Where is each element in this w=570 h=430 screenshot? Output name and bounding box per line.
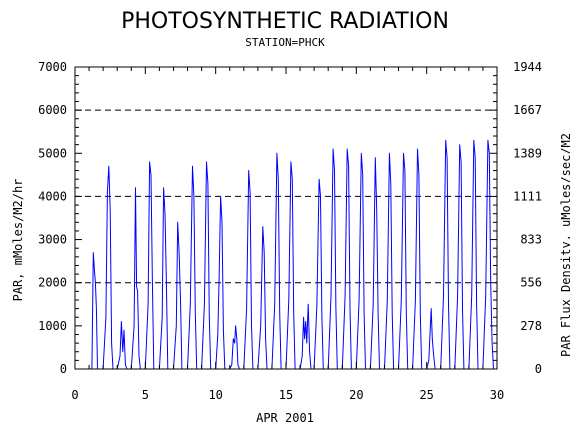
x-tick-label: 20	[349, 388, 363, 402]
y-tick-label: 6000	[38, 103, 67, 117]
y-tick-label-right: 278	[520, 319, 542, 333]
x-tick-label: 5	[142, 388, 149, 402]
y-tick-label: 0	[60, 362, 67, 376]
y-tick-label-right: 556	[520, 276, 542, 290]
chart-subtitle: STATION=PHCK	[245, 36, 325, 49]
x-axis-label: APR 2001	[256, 411, 314, 425]
y-tick-label: 1000	[38, 319, 67, 333]
x-tick-label: 30	[490, 388, 504, 402]
y-tick-label: 2000	[38, 276, 67, 290]
x-tick-label: 15	[279, 388, 293, 402]
series-layer	[89, 139, 494, 370]
y-tick-label-right: 1667	[513, 103, 542, 117]
y-tick-label-right: 1111	[513, 189, 542, 203]
y-tick-label-right: 833	[520, 233, 542, 247]
y-tick-label: 7000	[38, 60, 67, 74]
y-tick-label: 3000	[38, 233, 67, 247]
tick-layer: 0 5 10 15 20 25 30 0 1000 2000 3000 4000 5000 6000 700…	[38, 60, 542, 402]
x-tick-label: 25	[419, 388, 433, 402]
x-tick-label: 0	[71, 388, 78, 402]
chart-title: PHOTOSYNTHETIC RADIATION	[121, 9, 449, 34]
y-tick-label: 4000	[38, 189, 67, 203]
grid-layer	[75, 109, 497, 284]
y-tick-label-right: 1944	[513, 60, 542, 74]
x-tick-label: 10	[208, 388, 222, 402]
par-series-line	[89, 139, 494, 370]
y-tick-label: 5000	[38, 146, 67, 160]
y-axis-label: PAR, mMoles/M2/hr	[11, 179, 25, 302]
y-axis-label-right: PAR Flux Density, uMoles/sec/M2	[559, 133, 570, 357]
y-tick-label-right: 1389	[513, 146, 542, 160]
y-tick-label-right: 0	[535, 362, 542, 376]
